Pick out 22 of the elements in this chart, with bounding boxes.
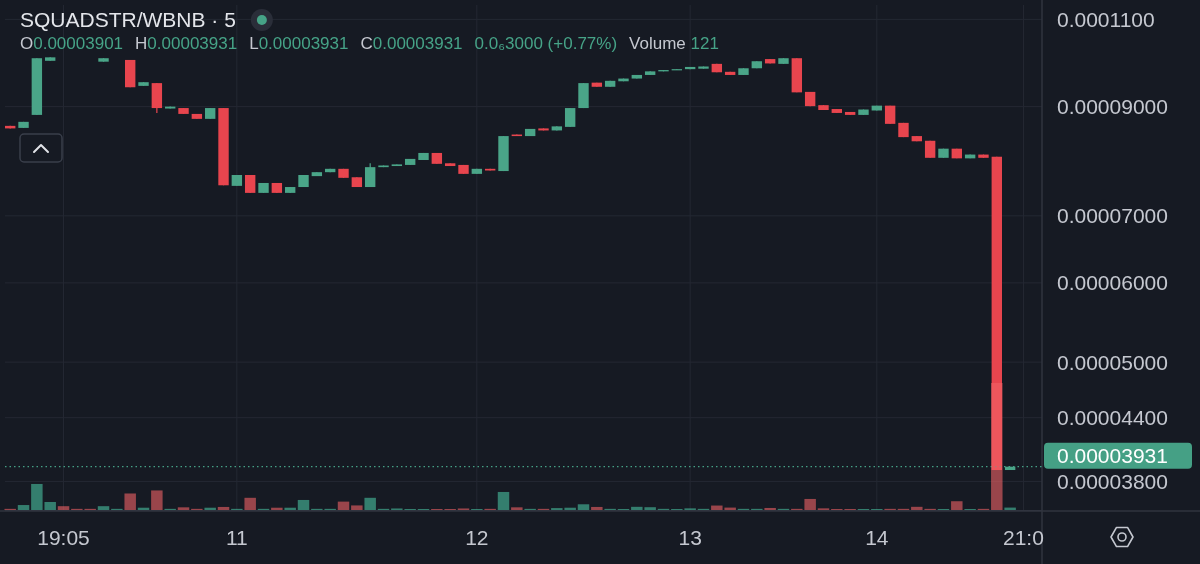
y-tick-label: 0.00009000 — [1057, 95, 1168, 119]
annotation: H0.00003931 — [135, 34, 238, 53]
chart-title: SQUADSTR/WBNB · 5 — [20, 8, 236, 31]
y-tick-label: 0.00006000 — [1057, 271, 1168, 295]
annotation: Volume 121 — [629, 34, 719, 53]
y-tick-label: 0.00005000 — [1057, 350, 1168, 374]
annotation: 0.0₆3000 (+0.77%) — [474, 34, 618, 53]
x-tick-label: 14 — [865, 525, 889, 549]
y-tick-label: 0.00007000 — [1057, 204, 1168, 228]
x-tick-label: 21:0 — [1003, 525, 1044, 549]
x-tick-label: 12 — [465, 525, 489, 549]
y-tick-label: 0.00004400 — [1057, 406, 1168, 430]
candlestick — [564, 107, 576, 128]
x-tick-label: 11 — [225, 525, 248, 549]
x-tick-label: 19:05 — [37, 525, 90, 549]
annotation: O0.00003901 — [20, 34, 124, 53]
y-tick-label: 0.00003800 — [1057, 469, 1168, 493]
ref-line-label: 0.00003931 — [1057, 444, 1168, 468]
annotation: L0.00003931 — [249, 34, 349, 53]
annotation: C0.00003931 — [360, 34, 463, 53]
y-tick-label: 0.0001100 — [1057, 7, 1155, 31]
x-tick-label: 13 — [678, 525, 702, 549]
